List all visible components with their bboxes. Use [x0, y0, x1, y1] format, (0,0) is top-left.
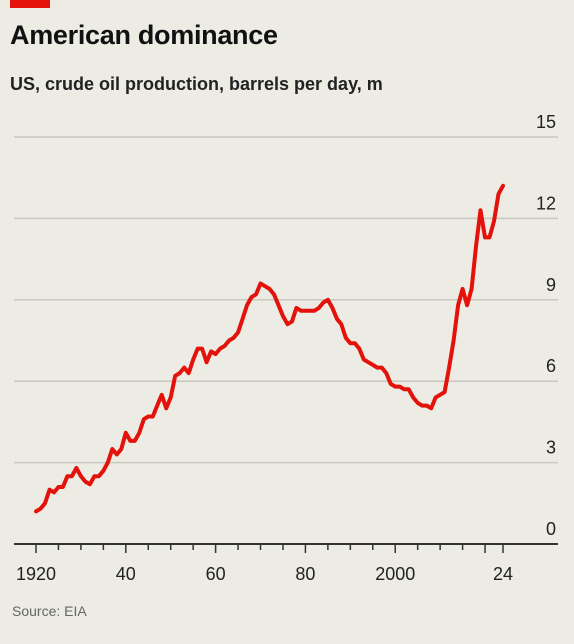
x-tick-label-1920: 1920 [16, 564, 56, 584]
chart-subtitle: US, crude oil production, barrels per da… [10, 74, 383, 94]
chart-title: American dominance [10, 20, 278, 50]
x-tick-label-2000: 2000 [375, 564, 415, 584]
y-tick-label-0: 0 [546, 519, 556, 539]
y-tick-label-15: 15 [536, 112, 556, 132]
x-tick-label-40: 40 [116, 564, 136, 584]
x-tick-label-24: 24 [493, 564, 513, 584]
y-tick-label-3: 3 [546, 438, 556, 458]
source-note: Source: EIA [12, 603, 87, 619]
x-tick-label-80: 80 [295, 564, 315, 584]
y-tick-label-12: 12 [536, 193, 556, 213]
series-line-0 [34, 183, 505, 514]
y-tick-label-9: 9 [546, 275, 556, 295]
y-tick-label-6: 6 [546, 356, 556, 376]
x-tick-label-60: 60 [206, 564, 226, 584]
brand-tag [10, 0, 50, 8]
